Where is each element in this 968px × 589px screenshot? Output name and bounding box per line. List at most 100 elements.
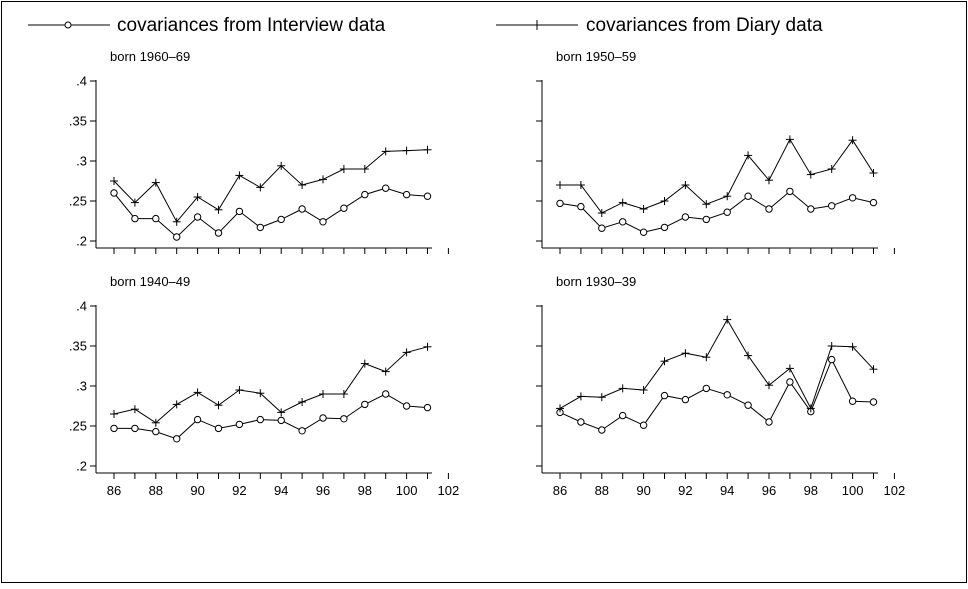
point-diary-1950-59-91 xyxy=(660,197,669,205)
point-interview-1950-59-99 xyxy=(828,202,836,210)
y-tick-label-1960-69: .25 xyxy=(69,194,87,209)
point-interview-1930-39-91 xyxy=(660,391,669,400)
point-interview-1960-69-100 xyxy=(402,190,411,199)
legend: covariances from Interview data covarian… xyxy=(28,15,823,36)
point-diary-1950-59-100 xyxy=(848,136,857,145)
point-diary-1940-49-95 xyxy=(298,398,307,406)
point-interview-1930-39-89 xyxy=(619,411,627,420)
x-tick-label-1930-39: 100 xyxy=(842,483,864,498)
point-diary-1950-59-97 xyxy=(785,135,794,144)
point-interview-1940-49-98 xyxy=(361,400,369,409)
panel-1930-39: born 1930–39 86 88 90 92 94 96 98 100 102 xyxy=(536,274,905,498)
point-diary-1960-69-98 xyxy=(360,165,369,173)
point-diary-1950-59-86 xyxy=(556,181,564,189)
x-tick-label-1940-49: 88 xyxy=(149,483,163,498)
point-diary-1960-69-101 xyxy=(423,145,432,154)
y-tick-label-1940-49: .3 xyxy=(76,379,87,394)
y-tick-label-1940-49: .35 xyxy=(69,339,87,354)
point-diary-1960-69-93 xyxy=(256,183,265,192)
point-interview-1950-59-95 xyxy=(744,192,752,200)
point-diary-1950-59-95 xyxy=(744,151,753,160)
point-interview-1960-69-101 xyxy=(423,192,432,200)
point-diary-1950-59-101 xyxy=(869,169,878,177)
x-tick-label-1930-39: 96 xyxy=(762,483,776,498)
point-interview-1930-39-101 xyxy=(869,398,878,406)
point-diary-1960-69-86 xyxy=(110,177,118,185)
point-diary-1930-39-95 xyxy=(744,351,753,360)
point-diary-1930-39-91 xyxy=(660,357,669,366)
point-interview-1930-39-90 xyxy=(639,421,648,429)
point-interview-1960-69-97 xyxy=(340,204,348,212)
x-tick-label-1940-49: 90 xyxy=(190,483,204,498)
point-interview-1930-39-87 xyxy=(577,418,585,426)
point-diary-1950-59-94 xyxy=(723,192,732,201)
y-tick-label-1940-49: .2 xyxy=(76,459,87,474)
point-interview-1950-59-101 xyxy=(869,198,878,207)
point-interview-1930-39-88 xyxy=(598,426,606,434)
point-diary-1930-39-92 xyxy=(681,349,690,358)
point-interview-1940-49-101 xyxy=(423,403,432,412)
point-interview-1960-69-86 xyxy=(110,189,118,197)
series-line-interview-1930-39 xyxy=(559,358,874,431)
point-diary-1940-49-92 xyxy=(235,386,244,394)
series-line-diary-1930-39 xyxy=(559,318,874,410)
point-interview-1940-49-94 xyxy=(277,416,285,425)
point-diary-1960-69-87 xyxy=(130,198,139,207)
panel-title-1930-39: born 1930–39 xyxy=(556,274,636,289)
point-diary-1950-59-98 xyxy=(806,170,815,179)
point-diary-1950-59-99 xyxy=(827,165,836,173)
series-line-interview-1950-59 xyxy=(559,190,874,233)
point-diary-1950-59-88 xyxy=(597,209,606,217)
x-tick-label-1940-49: 86 xyxy=(107,483,121,498)
point-interview-1960-69-95 xyxy=(298,205,306,213)
point-diary-1940-49-96 xyxy=(319,390,327,398)
point-interview-1950-59-90 xyxy=(639,228,648,236)
x-tick-label-1930-39: 102 xyxy=(884,483,906,498)
panel-title-1960-69: born 1960–69 xyxy=(110,49,190,64)
point-interview-1940-49-87 xyxy=(131,424,139,433)
series-line-interview-1940-49 xyxy=(114,393,428,440)
x-tick-label-1940-49: 96 xyxy=(316,483,330,498)
point-interview-1950-59-92 xyxy=(681,213,690,221)
point-diary-1950-59-96 xyxy=(765,176,773,185)
panel-title-1940-49: born 1940–49 xyxy=(110,274,190,289)
point-interview-1930-39-93 xyxy=(702,384,710,393)
point-diary-1940-49-88 xyxy=(151,418,160,427)
x-tick-label-1930-39: 98 xyxy=(804,483,818,498)
point-interview-1930-39-92 xyxy=(681,395,690,404)
point-diary-1930-39-87 xyxy=(576,392,585,401)
y-tick-label-1940-49: .25 xyxy=(69,419,87,434)
point-interview-1960-69-99 xyxy=(382,184,390,192)
y-tick-label-1960-69: .3 xyxy=(76,154,87,169)
point-interview-1950-59-98 xyxy=(807,205,815,213)
point-interview-1960-69-88 xyxy=(152,214,160,223)
point-diary-1930-39-88 xyxy=(597,393,606,402)
x-tick-label-1940-49: 102 xyxy=(438,483,460,498)
point-interview-1930-39-96 xyxy=(765,418,773,426)
point-interview-1940-49-99 xyxy=(382,390,390,398)
point-interview-1960-69-98 xyxy=(361,190,369,199)
y-tick-label-1940-49: .4 xyxy=(76,299,87,314)
point-diary-1950-59-89 xyxy=(618,198,627,207)
point-interview-1940-49-89 xyxy=(173,435,181,443)
panel-title-1950-59: born 1950–59 xyxy=(556,49,636,64)
point-diary-1930-39-90 xyxy=(639,386,648,394)
point-diary-1960-69-91 xyxy=(214,205,223,214)
point-interview-1940-49-86 xyxy=(110,424,118,433)
point-diary-1930-39-99 xyxy=(827,342,836,350)
point-diary-1960-69-99 xyxy=(381,147,390,156)
point-interview-1960-69-92 xyxy=(235,207,244,216)
point-interview-1940-49-93 xyxy=(256,415,264,424)
legend-interview-marker xyxy=(64,21,72,29)
legend-interview-label: covariances from Interview data xyxy=(117,15,386,36)
point-diary-1940-49-98 xyxy=(360,359,369,368)
point-diary-1930-39-101 xyxy=(869,365,878,374)
point-diary-1940-49-87 xyxy=(130,405,139,414)
x-tick-label-1930-39: 94 xyxy=(720,483,734,498)
y-tick-label-1960-69: .2 xyxy=(76,234,87,249)
series-line-diary-1940-49 xyxy=(113,346,428,424)
point-diary-1930-39-97 xyxy=(785,364,794,373)
point-interview-1950-59-86 xyxy=(556,199,564,208)
point-diary-1940-49-94 xyxy=(277,408,286,417)
